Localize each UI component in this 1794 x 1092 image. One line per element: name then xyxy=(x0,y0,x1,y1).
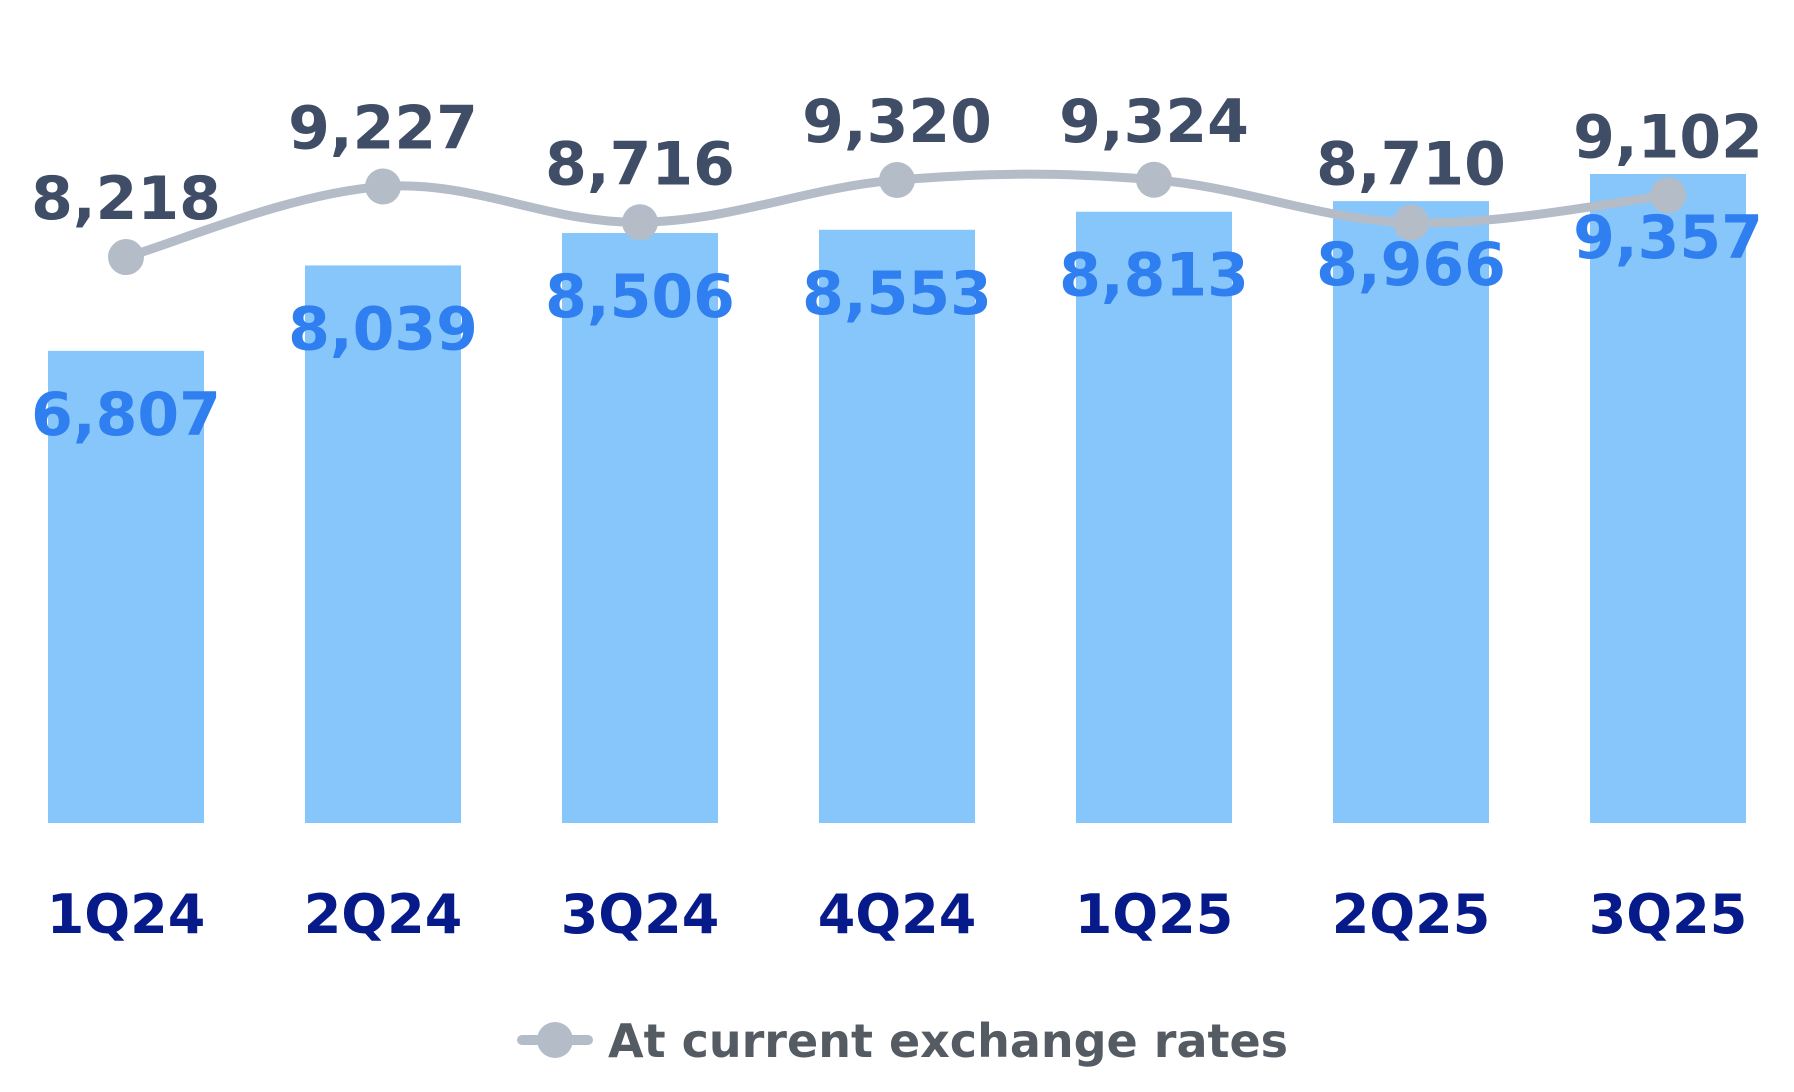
x-tick-label-2Q24: 2Q24 xyxy=(304,883,463,946)
line-value-label-4Q24: 9,320 xyxy=(802,87,992,157)
line-point-4Q24 xyxy=(879,162,915,199)
bar-value-label-1Q25: 8,813 xyxy=(1059,241,1249,311)
line-point-2Q24 xyxy=(365,168,401,205)
bar-value-label-4Q24: 8,553 xyxy=(802,259,992,329)
line-value-label-1Q24: 8,218 xyxy=(31,164,221,234)
legend: At current exchange rates xyxy=(517,1014,1288,1068)
bar-value-label-1Q24: 6,807 xyxy=(31,380,221,450)
line-point-3Q25 xyxy=(1650,177,1686,214)
bar-3Q25 xyxy=(1590,173,1746,823)
x-tick-label-1Q24: 1Q24 xyxy=(47,883,206,946)
bar-1Q24 xyxy=(48,350,204,823)
bar-2Q24 xyxy=(305,265,461,824)
bar-1Q25 xyxy=(1076,211,1232,823)
bar-3Q24 xyxy=(562,233,718,824)
bar-value-label-2Q24: 8,039 xyxy=(288,294,478,364)
line-value-label-3Q24: 8,716 xyxy=(545,129,735,199)
line-layer xyxy=(108,161,1686,276)
line-value-label-3Q25: 9,102 xyxy=(1573,102,1763,172)
line-value-label-1Q25: 9,324 xyxy=(1059,87,1249,157)
bar-2Q25 xyxy=(1333,201,1489,824)
x-tick-label-1Q25: 1Q25 xyxy=(1075,883,1234,946)
legend-marker-icon xyxy=(537,1022,573,1058)
labels-layer: 6,807 8,039 8,506 8,553 8,813 8,966 9,357 8,218… xyxy=(31,87,1763,450)
x-tick-label-3Q24: 3Q24 xyxy=(561,883,720,946)
bars-layer xyxy=(48,173,1746,824)
line-point-3Q24 xyxy=(622,204,658,241)
line-value-label-2Q25: 8,710 xyxy=(1316,130,1506,200)
bar-4Q24 xyxy=(819,229,975,823)
x-tick-label-3Q25: 3Q25 xyxy=(1589,883,1748,946)
line-value-label-2Q24: 9,227 xyxy=(288,94,478,164)
bar-value-label-3Q25: 9,357 xyxy=(1573,203,1763,273)
line-point-1Q24 xyxy=(108,239,144,276)
line-point-2Q25 xyxy=(1393,204,1429,241)
line-point-1Q25 xyxy=(1136,161,1172,198)
x-tick-label-2Q25: 2Q25 xyxy=(1332,883,1491,946)
x-axis-ticks: 1Q24 2Q24 3Q24 4Q24 1Q25 2Q25 3Q25 xyxy=(47,883,1748,946)
bar-value-label-2Q25: 8,966 xyxy=(1316,230,1506,300)
x-tick-label-4Q24: 4Q24 xyxy=(818,883,977,946)
legend-label: At current exchange rates xyxy=(608,1014,1288,1068)
bar-value-label-3Q24: 8,506 xyxy=(545,262,735,332)
